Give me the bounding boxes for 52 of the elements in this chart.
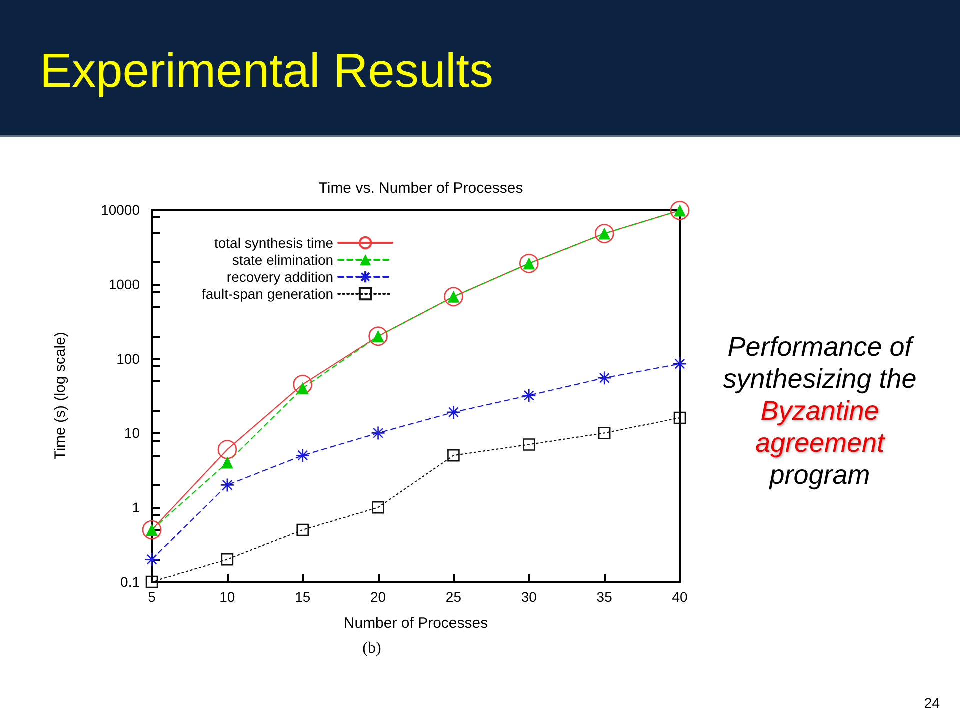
point: [144, 552, 160, 567]
point: [146, 576, 158, 588]
text: (b): [362, 640, 382, 658]
x-tick-label: 25: [446, 589, 462, 605]
point: [218, 440, 238, 460]
point: [520, 254, 539, 274]
point: [522, 388, 536, 403]
text: program: [770, 460, 870, 490]
point: [522, 438, 536, 451]
x-tick-label: 5: [148, 589, 156, 605]
x-axis-title: Number of Processes: [344, 615, 488, 632]
x-tick-label: 35: [596, 589, 613, 605]
legend-label: state elimination: [232, 252, 334, 268]
y-tick-label: 0.1: [120, 574, 140, 590]
x-tick-label: 40: [672, 589, 688, 605]
point: [142, 520, 162, 540]
x-tick-label: 30: [521, 589, 538, 605]
legend-label: recovery addition: [226, 269, 334, 285]
point: [594, 224, 614, 244]
point: [448, 449, 460, 462]
point: [221, 456, 234, 469]
point: [368, 326, 388, 346]
text: Byzantine agreement: [755, 396, 885, 458]
legend-label: fault-span generation: [202, 286, 334, 302]
point: [220, 478, 235, 492]
y-tick-label: 100: [116, 350, 140, 367]
point: [221, 553, 234, 566]
y-tick-label: 10000: [101, 202, 140, 218]
x-tick-label: 10: [220, 589, 236, 605]
text: 24: [923, 695, 940, 711]
point: [674, 412, 686, 424]
y-tick-label: 10: [124, 425, 140, 442]
point: [371, 426, 386, 440]
x-tick-label: 15: [295, 589, 311, 605]
x-tick-label: 20: [370, 589, 386, 605]
point: [446, 405, 461, 420]
point: [598, 427, 611, 440]
point: [670, 201, 690, 220]
point: [597, 370, 612, 386]
legend-label: total synthesis time: [214, 235, 334, 251]
point: [672, 356, 688, 372]
point: [296, 448, 310, 463]
text: Performance of synthesizing the: [723, 332, 917, 394]
y-tick-label: 1: [132, 500, 140, 516]
point: [372, 501, 384, 514]
point: [296, 524, 310, 536]
chart-title: Experimental Results: [40, 44, 494, 100]
chart-subtitle: Time vs. Number of Processes: [318, 180, 524, 197]
y-axis-title: Time (s) (log scale): [52, 332, 69, 460]
y-tick-label: 1000: [108, 276, 140, 292]
point: [293, 374, 313, 394]
point: [444, 287, 464, 307]
